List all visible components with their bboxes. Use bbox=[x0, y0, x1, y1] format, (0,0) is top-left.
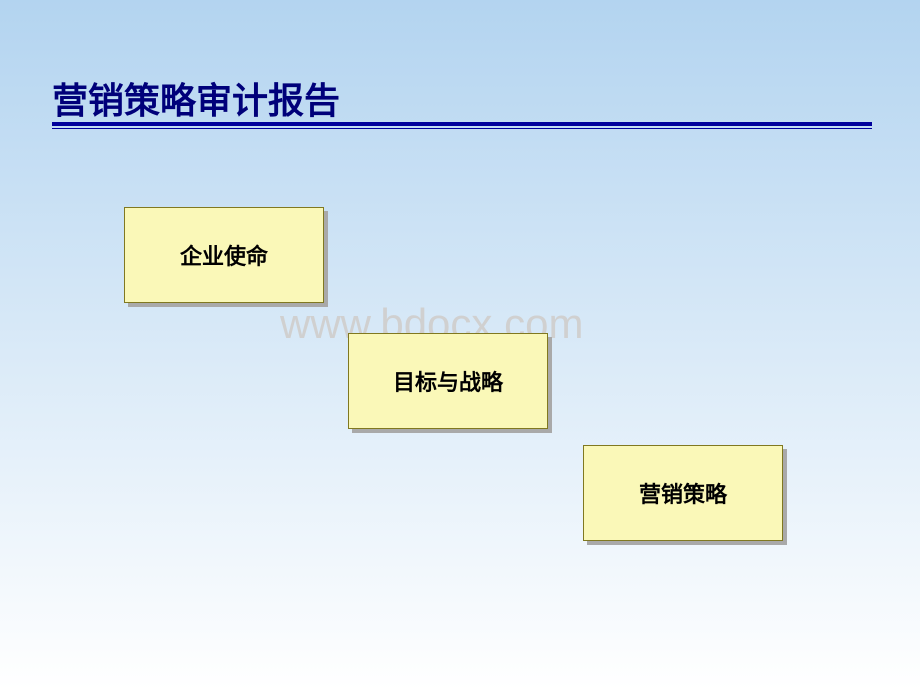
underline-thick bbox=[52, 122, 872, 126]
box-goals: 目标与战略 bbox=[348, 333, 548, 429]
box-mission: 企业使命 bbox=[124, 207, 324, 303]
underline-thin bbox=[52, 128, 872, 129]
box-marketing: 营销策略 bbox=[583, 445, 783, 541]
slide-title: 营销策略审计报告 bbox=[52, 72, 340, 124]
box-marketing-label: 营销策略 bbox=[639, 477, 727, 509]
box-goals-label: 目标与战略 bbox=[393, 365, 503, 397]
title-underline bbox=[52, 122, 872, 129]
box-mission-label: 企业使命 bbox=[180, 239, 268, 271]
